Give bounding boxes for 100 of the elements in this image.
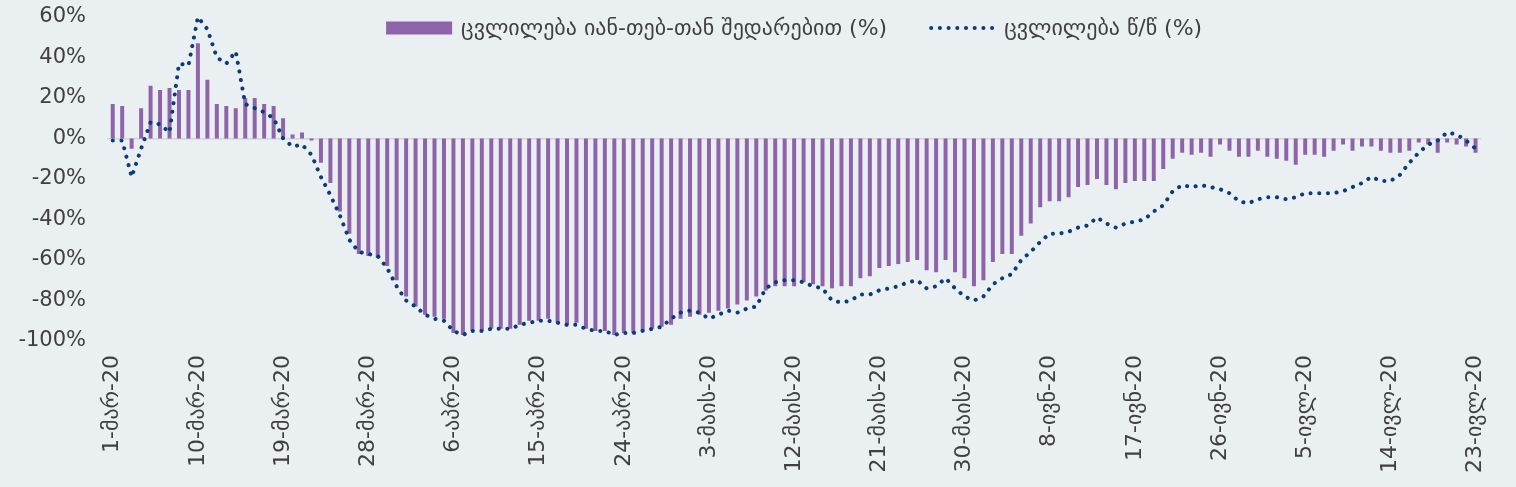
bar — [176, 89, 181, 139]
bar — [943, 138, 948, 260]
x-tick-label: 23-ივლ-20 — [1461, 355, 1487, 473]
bar — [536, 138, 541, 321]
y-tick-label: 20% — [39, 84, 86, 109]
bar — [1104, 138, 1109, 186]
bar — [1066, 138, 1071, 198]
bar — [1246, 138, 1251, 157]
bar — [1218, 138, 1223, 145]
x-tick-label: 17-ივნ-20 — [1120, 355, 1146, 462]
line-series — [110, 17, 1478, 337]
x-tick-label: 15-აპრ-20 — [524, 355, 550, 467]
bar — [1208, 138, 1213, 157]
bar — [489, 138, 494, 329]
bar — [366, 138, 371, 256]
bar — [375, 138, 380, 258]
x-tick-label: 1-მარ-20 — [98, 355, 124, 454]
x-tick-label: 28-მარ-20 — [353, 355, 379, 468]
bar — [508, 138, 513, 329]
bar — [877, 138, 882, 269]
bar — [1189, 138, 1194, 155]
bar — [347, 138, 352, 234]
bar — [1303, 138, 1308, 155]
y-tick-label: -80% — [31, 286, 86, 311]
bar — [839, 138, 844, 287]
bar — [300, 132, 304, 139]
x-tick-label: 5-ივლ-20 — [1290, 355, 1316, 459]
bar — [1331, 138, 1336, 151]
x-tick-label: 21-მაის-20 — [865, 355, 891, 473]
bar — [451, 138, 456, 333]
bar — [631, 138, 636, 333]
y-tick-label: 0% — [52, 124, 86, 149]
bar — [129, 138, 134, 149]
bar — [1085, 138, 1090, 186]
bar — [640, 138, 645, 331]
legend-label: ცვლილება იან-თებ-თან შედარებით (%) — [461, 14, 888, 40]
bar — [1255, 138, 1260, 151]
bar — [1019, 138, 1024, 236]
bar — [441, 138, 446, 319]
bar — [1113, 138, 1118, 190]
bar — [1388, 138, 1393, 153]
bar — [1341, 138, 1346, 145]
bar — [1454, 138, 1459, 145]
bar — [243, 98, 248, 139]
bar — [470, 138, 475, 331]
bar — [1009, 138, 1014, 254]
bar — [1151, 138, 1156, 182]
bar — [669, 138, 674, 325]
bar — [195, 43, 200, 139]
bar — [498, 138, 503, 329]
x-tick-label: 14-ივლ-20 — [1376, 355, 1402, 473]
bar — [1170, 138, 1175, 159]
bar — [583, 138, 588, 329]
bar — [517, 138, 522, 325]
bar — [158, 89, 163, 139]
y-tick-label: -100% — [18, 327, 86, 352]
y-tick-label: 40% — [39, 43, 86, 68]
x-tick-label: 6-აპრ-20 — [439, 355, 465, 453]
bar — [754, 138, 759, 297]
bar — [555, 138, 560, 323]
bar — [915, 138, 920, 260]
bar — [792, 138, 797, 287]
y-tick-label: -60% — [31, 246, 86, 271]
bar — [953, 138, 958, 273]
legend-label: ცვლილება წ/წ (%) — [1004, 14, 1203, 40]
bar — [1274, 138, 1279, 159]
bar — [716, 138, 721, 311]
x-tick-label: 24-აპრ-20 — [609, 355, 635, 467]
bar — [924, 138, 929, 271]
bar — [1076, 138, 1081, 188]
bar — [659, 138, 664, 327]
bar — [801, 138, 806, 283]
bar — [678, 138, 683, 319]
bar — [1161, 138, 1166, 169]
bar — [1397, 138, 1402, 153]
bar — [1199, 138, 1204, 153]
y-tick-label: -20% — [31, 165, 86, 190]
x-tick-label: 8-ივნ-20 — [1035, 355, 1061, 448]
bar — [252, 98, 257, 139]
bar — [621, 138, 626, 333]
bar — [886, 138, 891, 267]
x-tick-label: 12-მაის-20 — [779, 355, 805, 473]
bar — [896, 138, 901, 265]
bar — [413, 138, 418, 307]
bar — [848, 138, 853, 287]
bar — [744, 138, 749, 301]
bar — [546, 138, 551, 319]
bar — [1038, 138, 1043, 208]
bar — [120, 106, 125, 139]
x-tick-label: 19-მარ-20 — [268, 355, 294, 468]
bar — [1284, 138, 1289, 161]
bar — [148, 85, 153, 139]
bar — [1265, 138, 1270, 157]
x-tick-label: 26-ივნ-20 — [1205, 355, 1231, 462]
bar — [763, 138, 768, 291]
bar — [214, 104, 219, 139]
bar — [1095, 138, 1099, 179]
x-tick-label: 30-მაის-20 — [950, 355, 976, 473]
bar — [1350, 138, 1355, 151]
bar — [1057, 138, 1062, 202]
